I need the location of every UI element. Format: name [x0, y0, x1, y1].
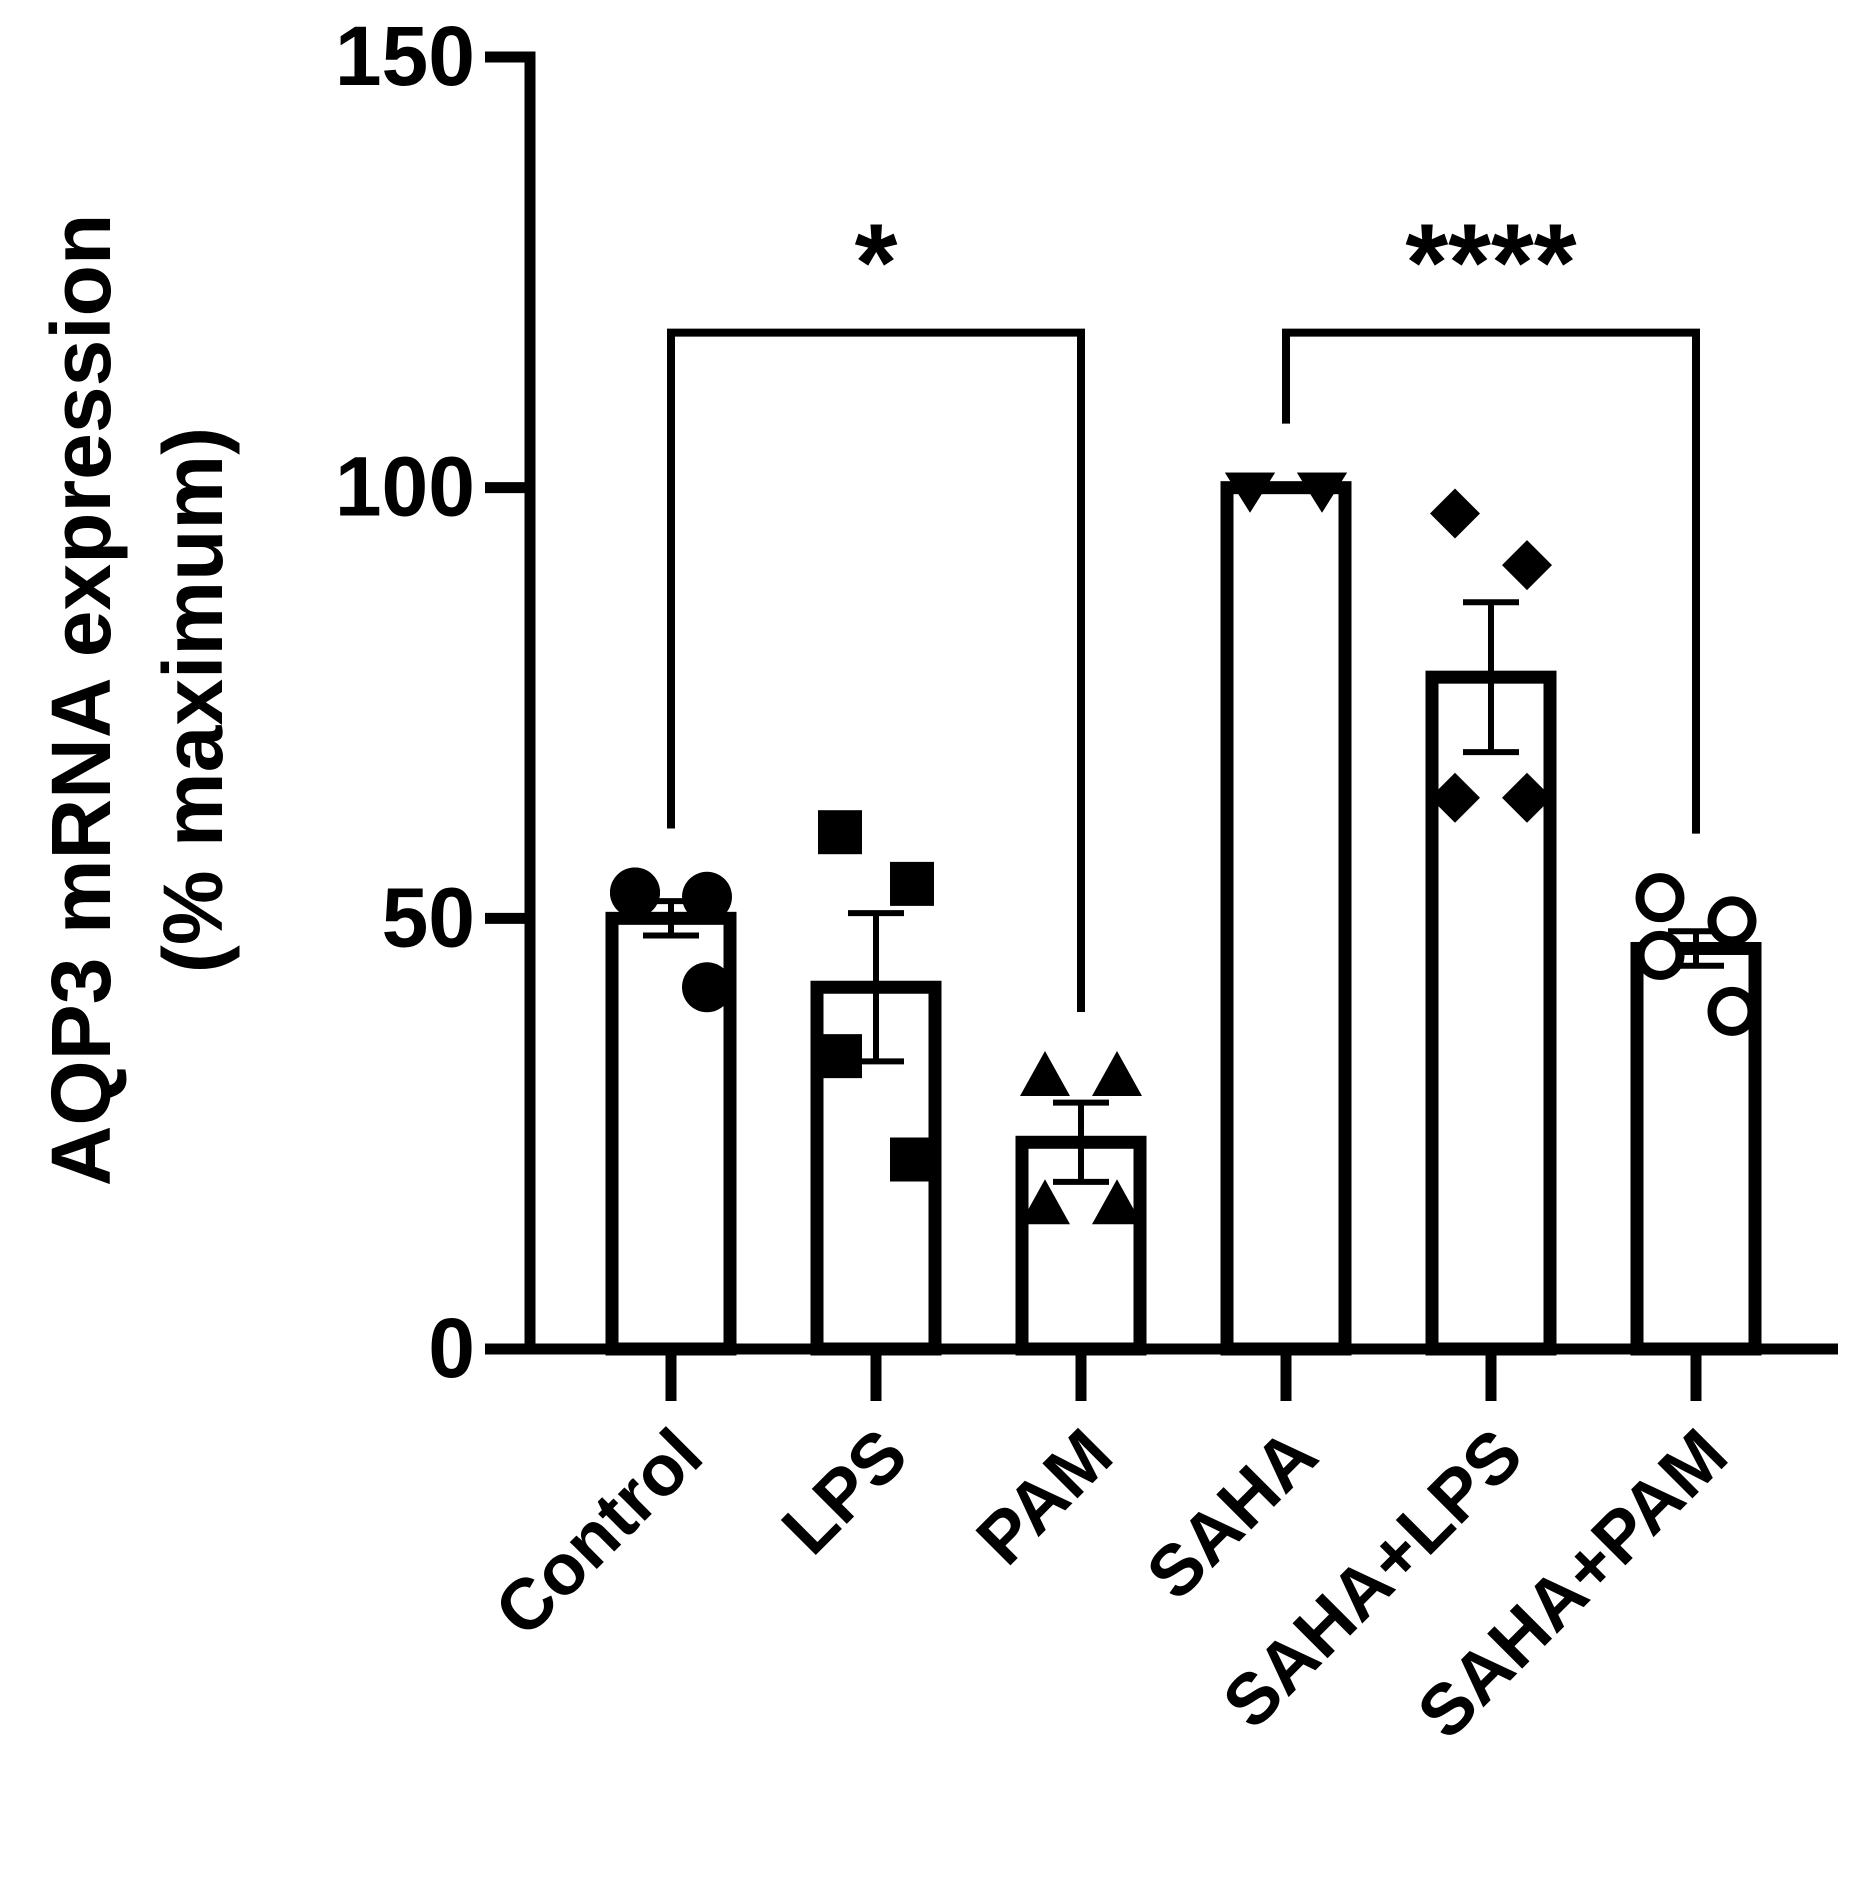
data-point — [1020, 1179, 1070, 1225]
x-tick-label: Control — [480, 1414, 718, 1652]
data-point — [1430, 772, 1480, 823]
data-point — [1020, 1050, 1070, 1096]
data-point — [890, 1137, 934, 1182]
data-point — [1635, 873, 1685, 923]
x-tick-label: PAM — [962, 1414, 1128, 1580]
error-bar — [1053, 1099, 1109, 1185]
y-tick-label: 100 — [335, 440, 475, 534]
data-point — [1297, 472, 1347, 513]
data-point — [1502, 772, 1552, 823]
data-point — [1430, 488, 1480, 539]
y-tick-label: 150 — [335, 9, 475, 103]
significance-bracket — [667, 328, 1085, 1012]
y-axis-label: AQP3 mRNA expression — [34, 214, 128, 1187]
y-tick-label: 50 — [382, 870, 475, 964]
data-point — [1092, 1050, 1142, 1096]
data-point — [818, 1034, 862, 1079]
bar — [1425, 670, 1557, 1356]
data-point — [1635, 930, 1685, 980]
data-point — [890, 861, 934, 906]
data-point — [1707, 896, 1757, 946]
data-point — [1502, 540, 1552, 591]
bar — [1220, 481, 1352, 1356]
data-point — [610, 867, 660, 918]
data-point — [682, 871, 732, 922]
x-tick-label: LPS — [767, 1414, 923, 1570]
significance-label: **** — [1405, 202, 1576, 325]
y-axis-label: (% maximum) — [146, 427, 240, 973]
data-point — [818, 810, 862, 855]
data-point — [1225, 472, 1275, 513]
x-tick-label: SAHA — [1132, 1414, 1333, 1615]
data-point — [682, 962, 732, 1013]
significance-label: * — [855, 202, 898, 325]
data-point — [1092, 1179, 1142, 1225]
data-point — [1707, 986, 1757, 1036]
y-tick-label: 0 — [428, 1301, 475, 1395]
significance-bracket — [1282, 328, 1700, 834]
error-bar — [1463, 599, 1519, 756]
